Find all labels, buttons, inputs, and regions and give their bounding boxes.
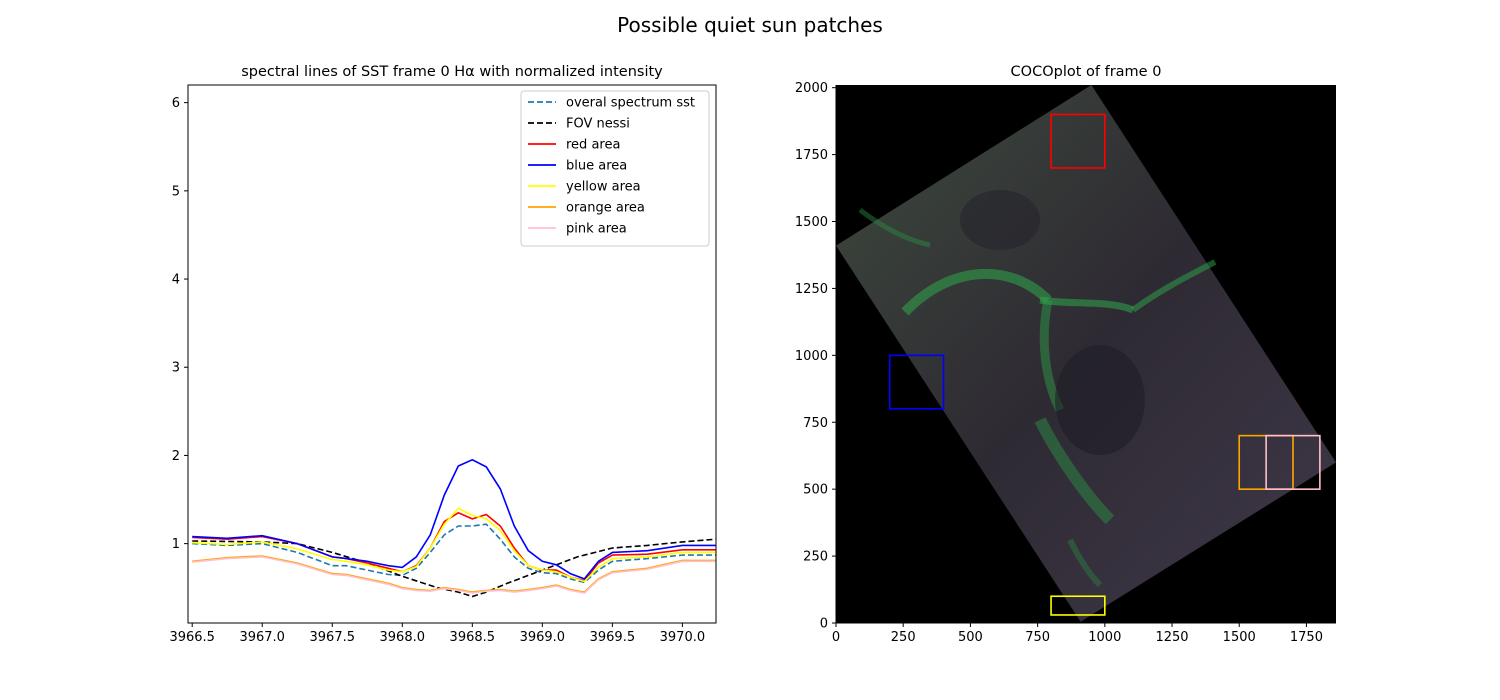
x-tick-label: 3967.0 (239, 630, 285, 645)
y-tick-label: 0 (820, 617, 828, 632)
y-tick-label: 1000 (795, 349, 828, 364)
series-line-blue-area (192, 458, 716, 580)
x-tick-label: 500 (958, 630, 983, 645)
cocoplot-filament (1131, 259, 1217, 313)
y-tick-label: 6 (172, 96, 180, 111)
y-tick-label: 500 (803, 483, 828, 498)
legend-label: orange area (566, 201, 645, 216)
spectral-series-lines (192, 458, 716, 598)
region-box-red-area (1050, 113, 1106, 169)
y-tick-label: 2 (172, 449, 180, 464)
cocoplot-image (836, 85, 1336, 622)
figure-suptitle: Possible quiet sun patches (617, 13, 883, 37)
spectral-chart-title: spectral lines of SST frame 0 Hα with no… (241, 64, 663, 80)
series-line-pink-area (192, 556, 716, 594)
x-tick-label: 3966.5 (169, 630, 215, 645)
y-tick-label: 1500 (795, 215, 828, 230)
x-tick-label: 1000 (1088, 630, 1121, 645)
cocoplot-filament (1067, 538, 1103, 588)
cocoplot-dark-patch (960, 190, 1040, 250)
x-tick-label: 3968.0 (380, 630, 426, 645)
spectral-lines-chart: spectral lines of SST frame 0 Hα with no… (169, 64, 717, 645)
spectral-legend: overal spectrum sst FOV nessi red area blue… (520, 90, 710, 247)
x-tick-label: 3970.0 (660, 630, 706, 645)
y-tick-label: 1750 (795, 148, 828, 163)
cocoplot-filament (901, 268, 1052, 316)
series-line-yellow-area (192, 507, 716, 583)
cocoplot-filament (1034, 417, 1115, 525)
legend-label: yellow area (566, 180, 641, 195)
y-tick-label: 4 (172, 273, 180, 288)
x-tick-label: 250 (891, 630, 916, 645)
legend-label: red area (566, 138, 620, 153)
series-line-overal-spectrum-sst (192, 523, 716, 584)
legend-label: overal spectrum sst (566, 96, 695, 111)
x-tick-label: 1500 (1223, 630, 1256, 645)
legend-label: FOV nessi (566, 117, 630, 132)
x-tick-label: 0 (832, 630, 840, 645)
y-tick-label: 3 (172, 361, 180, 376)
x-tick-label: 3969.5 (590, 630, 636, 645)
y-tick-label: 1250 (795, 282, 828, 297)
cocoplot-filament (858, 207, 931, 248)
spectral-plot-frame (187, 84, 717, 624)
y-tick-label: 750 (803, 416, 828, 431)
region-box-blue-area (888, 354, 945, 410)
x-tick-label: 750 (1025, 630, 1050, 645)
region-box-pink-area (1265, 434, 1321, 490)
legend-box (520, 90, 710, 247)
y-tick-label: 2000 (795, 81, 828, 96)
y-tick-label: 5 (172, 184, 180, 199)
x-tick-label: 1750 (1290, 630, 1323, 645)
series-line-FOV-nessi (192, 538, 716, 598)
cocoplot-dark-patch (1055, 345, 1145, 455)
legend-label: blue area (566, 159, 627, 174)
x-tick-label: 3969.0 (520, 630, 566, 645)
cocoplot-title: COCOplot of frame 0 (1011, 64, 1162, 80)
cocoplot-x-axis: 0 250 500 750 1000 1250 1500 1750 (832, 622, 1336, 645)
spectral-y-axis: 1 2 3 4 5 6 (172, 96, 188, 552)
cocoplot-region-boxes (888, 113, 1321, 616)
x-tick-label: 3967.5 (310, 630, 356, 645)
cocoplot-chart: COCOplot of frame 0 0 250 500 750 1000 1250 15… (795, 64, 1336, 645)
cocoplot-y-axis: 0 250 500 750 1000 1250 1500 1750 2000 (795, 81, 837, 632)
x-tick-label: 3968.5 (450, 630, 496, 645)
spectral-x-axis: 3966.5 3967.0 3967.5 3968.0 3968.5 3969.0 3969… (169, 623, 705, 645)
y-tick-label: 250 (803, 550, 828, 565)
y-tick-label: 1 (172, 537, 180, 552)
region-box-yellow-area (1050, 595, 1106, 616)
x-tick-label: 1250 (1155, 630, 1188, 645)
cocoplot-green-structures (858, 190, 1217, 588)
legend-label: pink area (566, 222, 627, 237)
